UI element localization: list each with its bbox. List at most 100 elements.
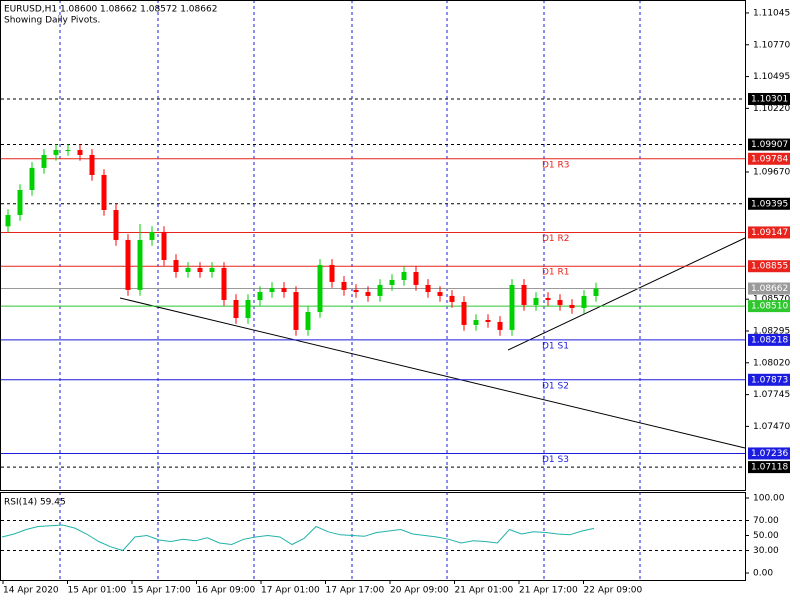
pivot-label: D1 R2 [542, 234, 570, 244]
level-badge [748, 260, 790, 273]
candle-body [593, 288, 599, 296]
trendline [119, 297, 746, 449]
rsi-line [1, 524, 595, 552]
candle-body [305, 312, 311, 330]
candle-body [113, 210, 119, 240]
pivot-label: D1 S3 [542, 455, 569, 465]
candle-body [521, 284, 527, 305]
candle-body [533, 298, 539, 305]
level-label: 1.09147 [751, 228, 788, 238]
x-tick-label: 15 Apr 17:00 [132, 586, 191, 596]
level-label: 1.08662 [751, 284, 788, 294]
candle-body [497, 321, 503, 330]
candle-body [329, 264, 335, 282]
candle-body [341, 281, 347, 290]
candle-body [473, 319, 479, 325]
y-tick-label: 50.00 [753, 531, 779, 541]
candle-body [17, 190, 23, 215]
candle-body [29, 167, 35, 191]
x-tick-label: 21 Apr 01:00 [455, 586, 514, 596]
level-badge [748, 447, 790, 460]
y-tick-label: 70.00 [753, 516, 779, 526]
candle-body [449, 295, 455, 302]
candle-body [257, 292, 263, 300]
main-frame [0, 0, 746, 491]
candle-body [77, 149, 83, 155]
x-tick-label: 21 Apr 17:00 [519, 586, 578, 596]
y-tick-label: 1.07745 [753, 390, 790, 400]
x-tick-label: 22 Apr 09:00 [584, 586, 643, 596]
y-tick-label: 1.08020 [753, 358, 790, 368]
y-tick-label: 1.11045 [753, 8, 790, 18]
x-tick-label: 14 Apr 2020 [3, 586, 59, 596]
x-tick-label: 17 Apr 01:00 [261, 586, 320, 596]
level-badge [748, 197, 790, 210]
candle-body [5, 214, 11, 227]
level-label: 1.08855 [751, 262, 788, 272]
candle-body [101, 174, 107, 211]
candle-body [485, 319, 491, 322]
y-tick-label: 1.08295 [753, 326, 790, 336]
candle-body [461, 301, 467, 325]
candle-body [365, 292, 371, 296]
level-label: 1.07118 [751, 463, 788, 473]
level-label: 1.10301 [751, 94, 788, 104]
candle-body [53, 149, 59, 155]
level-label: 1.09907 [751, 140, 788, 150]
candle-body [269, 287, 275, 293]
level-badge [748, 373, 790, 386]
candle-body [437, 292, 443, 296]
rsi-title: RSI(14) 59.45 [4, 498, 66, 508]
candle-body [245, 299, 251, 319]
x-tick-label: 15 Apr 01:00 [68, 586, 127, 596]
candle-body [401, 272, 407, 280]
level-label: 1.09784 [751, 154, 788, 164]
candle-body [581, 295, 587, 308]
candle-body [137, 239, 143, 290]
candle-body [89, 154, 95, 175]
y-tick-label: 100.00 [753, 494, 785, 504]
candle-body [233, 299, 239, 319]
level-label: 1.07873 [751, 375, 788, 385]
rsi-frame [0, 492, 746, 581]
candle-body [173, 259, 179, 273]
level-badge [748, 152, 790, 165]
candle-body [125, 239, 131, 290]
pivot-label: D1 R3 [542, 160, 570, 170]
level-badge [748, 226, 790, 239]
candle-body [377, 284, 383, 296]
candle-body [209, 267, 215, 273]
level-label: 1.09395 [751, 199, 788, 209]
x-tick-label: 20 Apr 09:00 [390, 586, 449, 596]
symbol-line: EURUSD,H1 1.08600 1.08662 1.08572 1.0866… [4, 5, 217, 15]
y-tick-label: 1.07470 [753, 422, 790, 432]
level-label: 1.08218 [751, 335, 788, 345]
level-label: 1.08510 [751, 302, 788, 312]
note: Showing Daily Pivots. [4, 16, 100, 26]
candle-body [557, 299, 563, 305]
candle-body [545, 298, 551, 300]
pivot-label: D1 S1 [542, 341, 569, 351]
candle-body [161, 231, 167, 260]
candle-body [197, 267, 203, 273]
y-tick-label: 1.10770 [753, 40, 790, 50]
candle-body [389, 279, 395, 285]
candle-body [41, 154, 47, 168]
level-label: 1.07236 [751, 449, 788, 459]
level-badge [748, 333, 790, 346]
y-tick-label: 1.10220 [753, 104, 790, 114]
candle-body [293, 292, 299, 330]
candle-body [281, 287, 287, 293]
candle-body [317, 264, 323, 313]
x-tick-label: 16 Apr 09:00 [197, 586, 256, 596]
candle-body [425, 284, 431, 293]
v-grid [59, 0, 641, 580]
level-badge [748, 282, 790, 295]
candle-body [413, 272, 419, 285]
x-tick-label: 17 Apr 17:00 [326, 586, 385, 596]
trendline [507, 237, 746, 351]
candle-body [65, 149, 71, 151]
